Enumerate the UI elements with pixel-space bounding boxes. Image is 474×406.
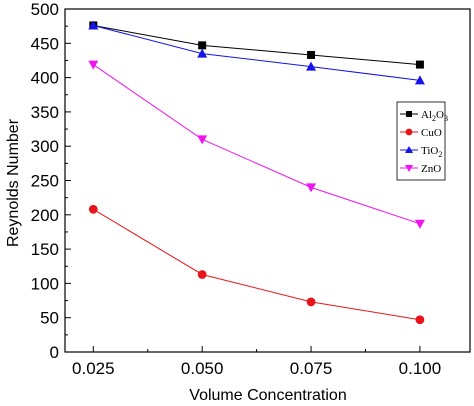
y-tick-label: 50: [40, 309, 59, 328]
legend-box: [396, 101, 446, 181]
data-point-zno: [306, 183, 317, 193]
series-line-tio2: [93, 24, 420, 81]
legend-item-zno: ZnO: [400, 163, 441, 175]
y-tick-label: 300: [31, 137, 59, 156]
data-point-tio2: [306, 61, 317, 71]
y-tick-label: 450: [31, 34, 59, 53]
series-zno: [88, 60, 425, 229]
y-tick-label: 500: [31, 0, 59, 19]
legend-item-cuo: CuO: [400, 127, 442, 139]
legend-label: ZnO: [421, 163, 441, 175]
data-point-cuo: [306, 297, 316, 307]
y-axis-title: Reynolds Number: [5, 118, 22, 247]
data-point-zno: [88, 60, 99, 70]
data-point-cuo: [415, 315, 425, 325]
y-tick-label: 100: [31, 274, 59, 293]
y-tick-label: 0: [50, 343, 59, 362]
data-point-tio2: [88, 20, 99, 30]
series-line-cuo: [93, 208, 421, 321]
y-tick-label: 150: [31, 240, 59, 259]
y-axis: 0 50 100 150 200 250 300 350 400 450 500: [31, 0, 71, 362]
legend-marker: [405, 165, 413, 172]
series-line-al2o3: [93, 24, 420, 66]
data-point-zno: [414, 219, 425, 229]
y-tick-label: 350: [31, 103, 59, 122]
x-tick-label: 0.025: [72, 359, 115, 378]
series-al2o3: [89, 21, 424, 69]
plot-frame: [64, 8, 471, 353]
legend-label: TiO2: [421, 145, 442, 159]
legend-marker: [405, 128, 413, 136]
data-point-al2o3: [307, 50, 316, 59]
x-tick-label: 0.100: [399, 359, 442, 378]
plot-area-border: [64, 8, 471, 353]
data-point-zno: [197, 135, 208, 145]
y-tick-label: 400: [31, 69, 59, 88]
x-tick-label: 0.075: [290, 359, 333, 378]
legend-item-al2o3: Al2O3: [400, 109, 448, 123]
data-point-al2o3: [198, 41, 207, 50]
legend: Al2O3 CuO TiO2 ZnO: [396, 101, 448, 181]
series-cuo: [88, 204, 425, 325]
series-layer: [88, 20, 425, 325]
y-tick-label: 250: [31, 172, 59, 191]
legend-marker: [405, 146, 413, 153]
legend-item-tio2: TiO2: [400, 145, 442, 159]
data-point-cuo: [88, 204, 98, 214]
series-line-zno: [93, 64, 421, 225]
x-axis: 0.025 0.050 0.075 0.100: [72, 346, 441, 378]
legend-label: CuO: [421, 127, 442, 139]
series-tio2: [88, 20, 425, 85]
data-point-tio2: [414, 75, 425, 85]
data-point-tio2: [197, 48, 208, 58]
legend-label: Al2O3: [421, 109, 448, 123]
y-tick-label: 200: [31, 206, 59, 225]
x-axis-title: Volume Concentration: [189, 387, 346, 404]
legend-marker: [406, 111, 412, 117]
x-tick-label: 0.050: [181, 359, 224, 378]
data-point-al2o3: [415, 60, 424, 69]
data-point-cuo: [197, 270, 207, 279]
